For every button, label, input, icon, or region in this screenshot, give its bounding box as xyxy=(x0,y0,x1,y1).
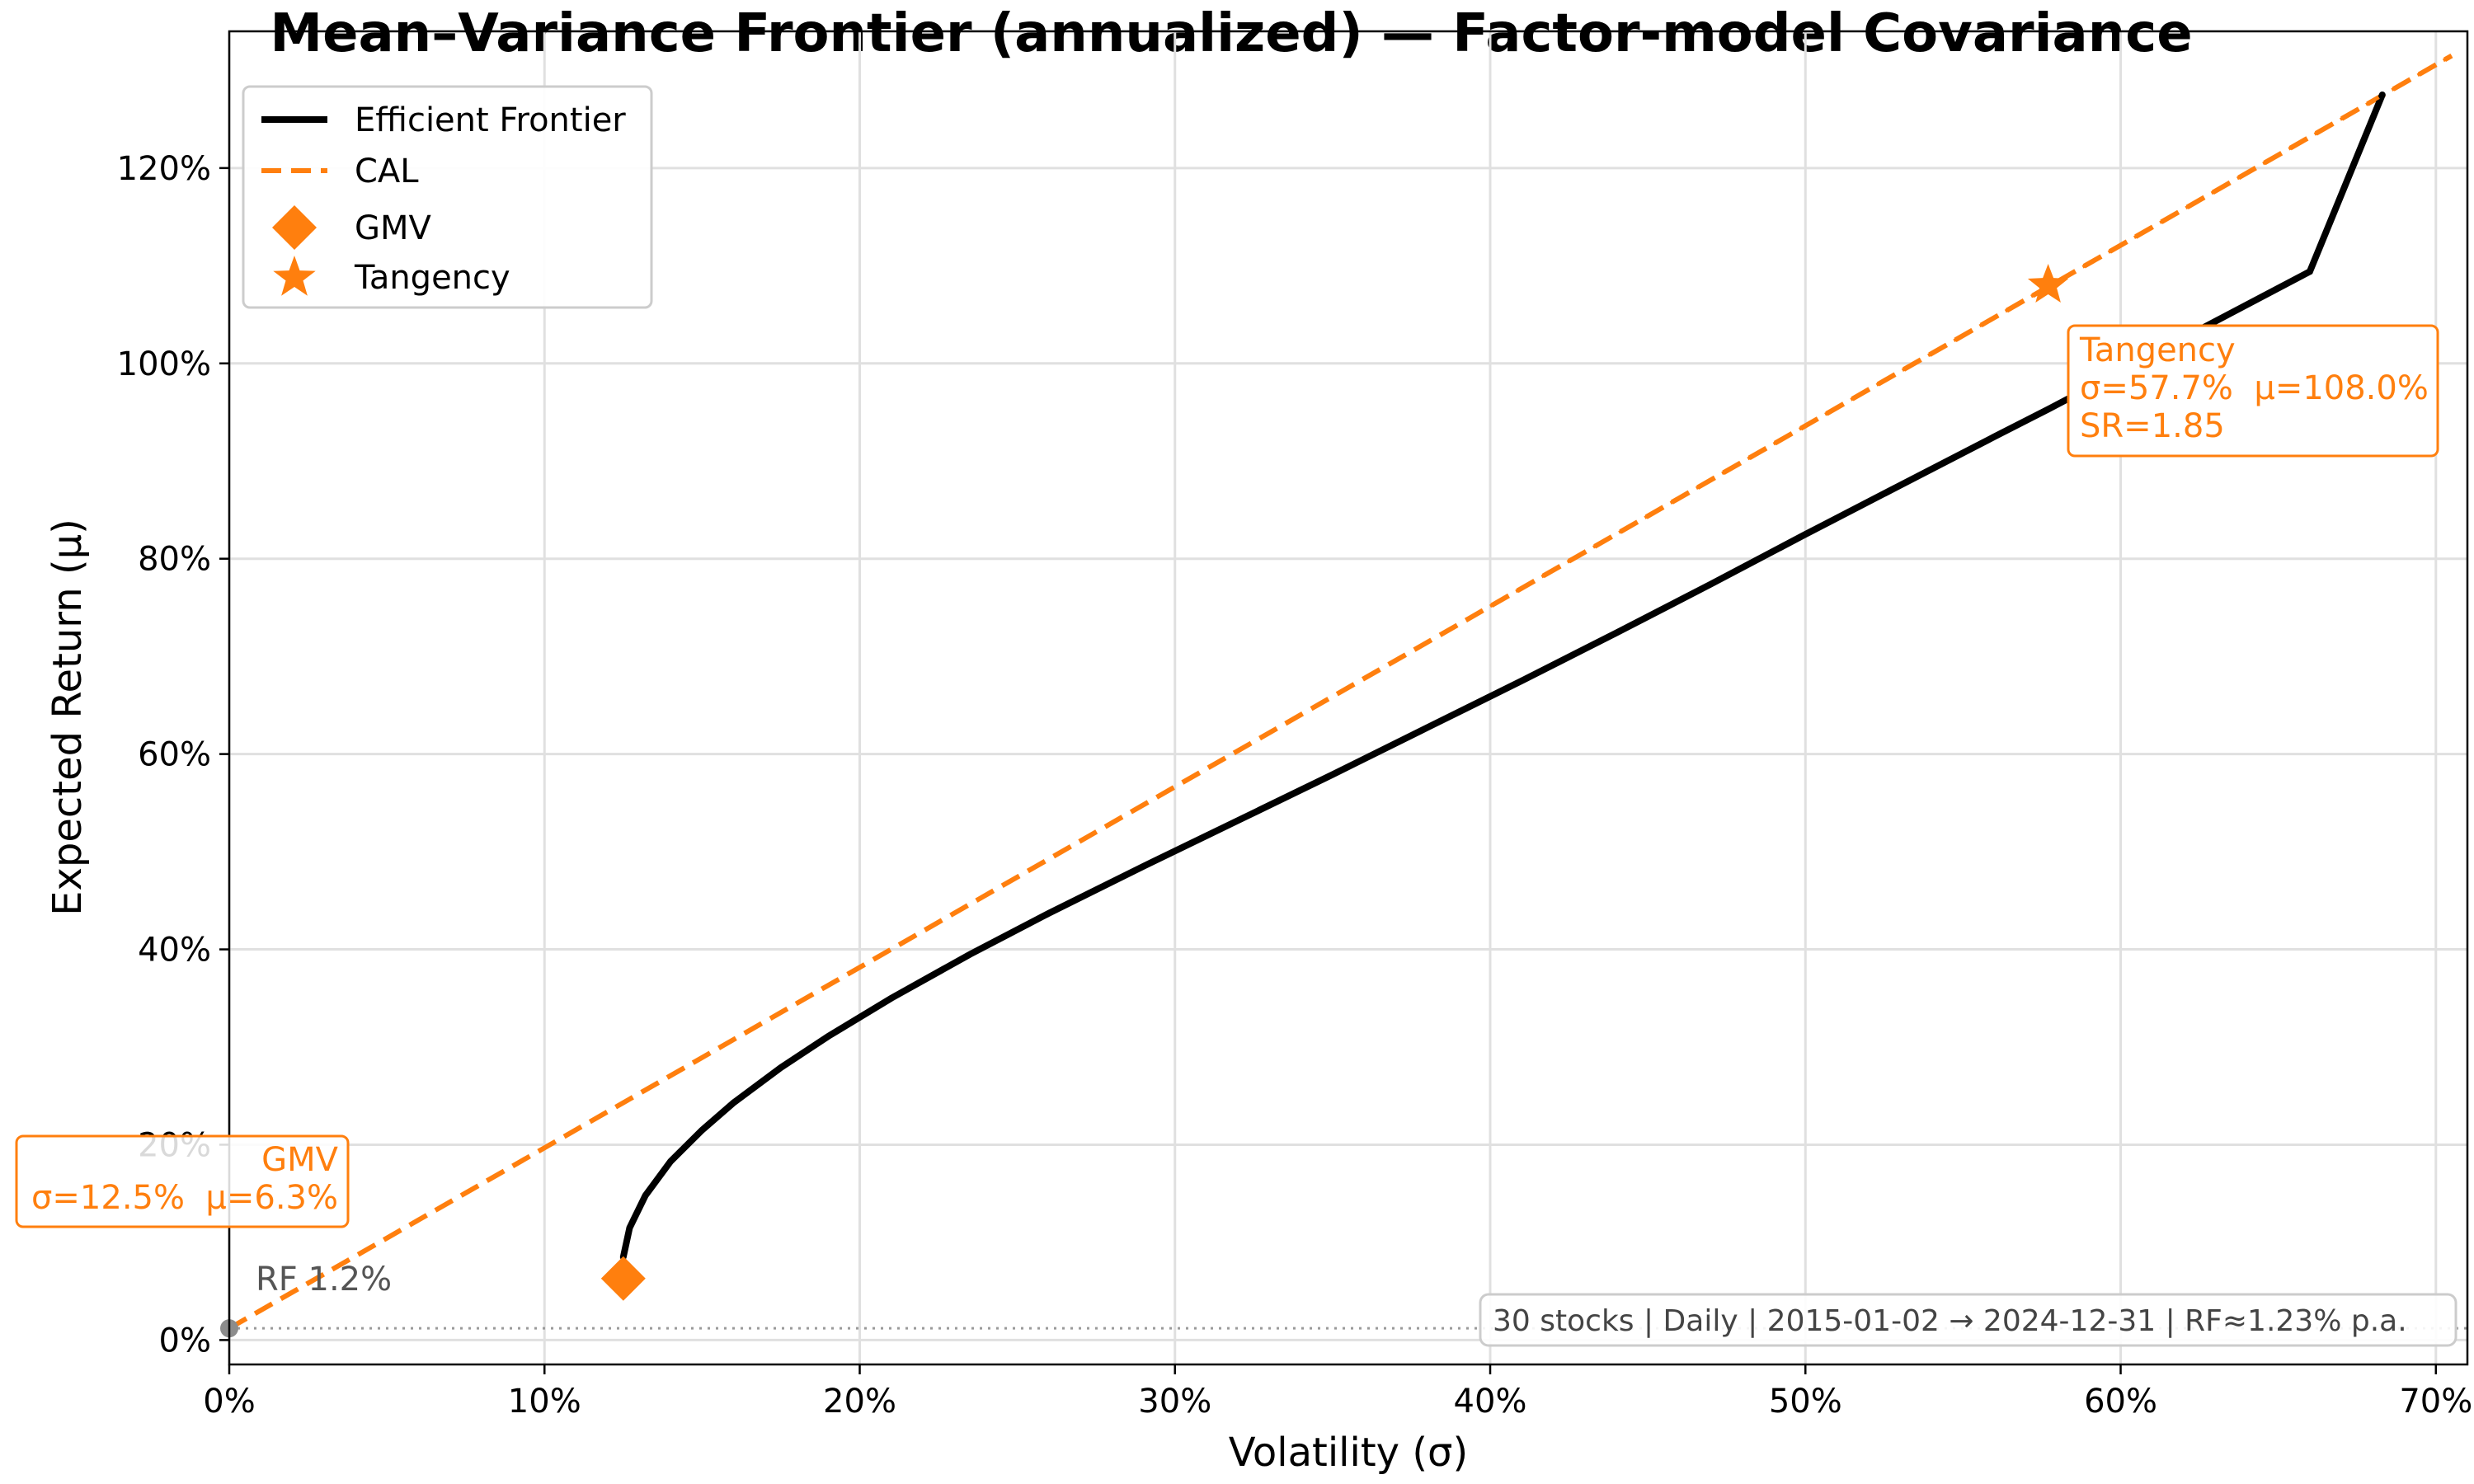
cal-line xyxy=(228,53,2453,1331)
y-tick-label: 80% xyxy=(138,541,211,579)
risk-free-label: RF 1.2% xyxy=(256,1261,392,1298)
efficient-frontier-line xyxy=(619,92,2386,1261)
dataset-info-text: 30 stocks | Daily | 2015-01-02 → 2024-12… xyxy=(1493,1304,2407,1338)
x-tick-label: 0% xyxy=(203,1383,255,1421)
x-tick-label: 50% xyxy=(1769,1383,1842,1421)
x-axis-ticks: 0% 10% 20% 30% 40% 50% 60% 70% xyxy=(203,1364,2472,1421)
tangency-annotation: Tangency σ=57.7% μ=108.0% SR=1.85 xyxy=(2067,324,2439,458)
dataset-info-box-frame xyxy=(1479,1293,2458,1347)
tangency-annotation-title: Tangency xyxy=(2079,331,2236,369)
legend-swatch-gmv xyxy=(272,205,317,250)
x-tick-label: 10% xyxy=(508,1383,581,1421)
legend-swatch-tangency xyxy=(273,256,316,296)
legend-label-frontier: Efficient Frontier xyxy=(355,101,626,139)
y-tick-label: 40% xyxy=(138,932,211,970)
y-tick-label: 0% xyxy=(159,1322,211,1360)
legend: Efficient Frontier CAL GMV Tangency xyxy=(242,85,653,309)
legend-label-cal: CAL xyxy=(355,153,419,190)
legend-frame xyxy=(242,85,653,309)
x-tick-label: 60% xyxy=(2084,1383,2157,1421)
dataset-info-box: 30 stocks | Daily | 2015-01-02 → 2024-12… xyxy=(1479,1293,2458,1347)
gmv-annotation-title: GMV xyxy=(261,1141,339,1179)
plot-area-frame xyxy=(228,30,2469,1366)
x-tick-label: 70% xyxy=(2399,1383,2472,1421)
x-tick-label: 40% xyxy=(1454,1383,1527,1421)
legend-label-gmv: GMV xyxy=(355,209,432,247)
tangency-annotation-box xyxy=(2067,324,2439,458)
x-tick-label: 20% xyxy=(823,1383,896,1421)
tangency-annotation-sharpe: SR=1.85 xyxy=(2080,407,2225,445)
tangency-star-marker xyxy=(2027,264,2069,303)
y-axis-ticks: 0%20%40%60%80%100%120% xyxy=(117,150,229,1360)
chart-title: Mean–Variance Frontier (annualized) — Fa… xyxy=(270,3,2192,64)
y-axis-label: Expected Return (μ) xyxy=(45,519,91,916)
y-tick-label: 60% xyxy=(138,736,211,774)
x-axis-label: Volatility (σ) xyxy=(1229,1430,1468,1476)
y-tick-label: 120% xyxy=(117,150,211,188)
x-tick-label: 30% xyxy=(1138,1383,1211,1421)
gmv-annotation-box xyxy=(15,1134,350,1228)
gmv-diamond-marker xyxy=(600,1256,646,1301)
legend-label-tangency: Tangency xyxy=(354,259,510,297)
cal-line-overlay xyxy=(1489,54,2453,608)
y-tick-label: 100% xyxy=(117,345,211,383)
gmv-annotation: GMV σ=12.5% μ=6.3% xyxy=(15,1134,350,1228)
tangency-annotation-stats: σ=57.7% μ=108.0% xyxy=(2080,369,2429,407)
gmv-annotation-stats: σ=12.5% μ=6.3% xyxy=(31,1179,338,1217)
y-gridlines xyxy=(229,167,2467,1341)
